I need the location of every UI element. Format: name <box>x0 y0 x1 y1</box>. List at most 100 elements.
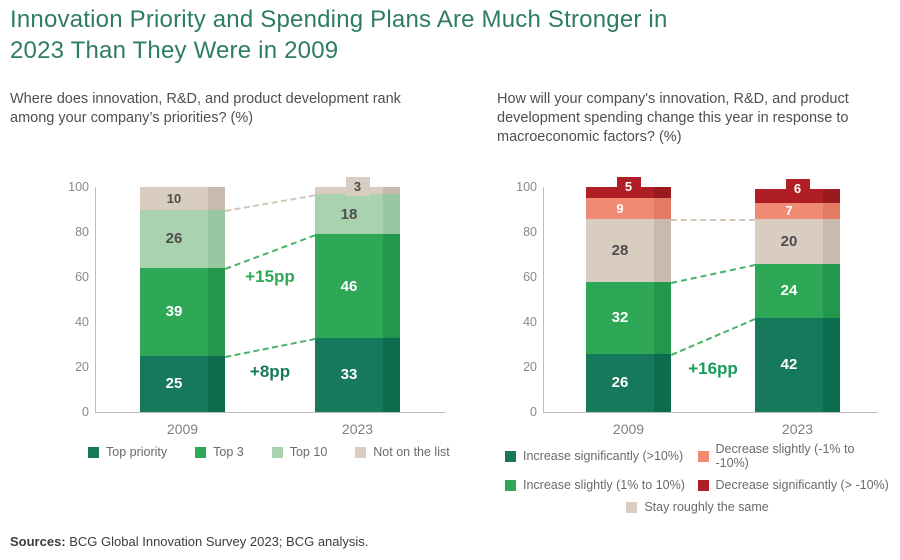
legend-item: Stay roughly the same <box>626 500 769 514</box>
bar-segment-side-shade <box>823 202 840 219</box>
segment-value-label: 9 <box>616 200 624 216</box>
segment-value-badge: 3 <box>345 177 370 196</box>
y-axis-tick: 0 <box>82 405 89 419</box>
x-axis-category-label: 2023 <box>781 421 814 437</box>
right-chart-panel: How will your company's innovation, R&D,… <box>497 90 892 514</box>
legend-label: Decrease significantly (> -10%) <box>715 478 889 492</box>
y-axis-tick: 100 <box>68 180 89 194</box>
x-axis-category-label: 2023 <box>341 421 374 437</box>
trend-connector-line <box>671 317 756 356</box>
bar-segment-side-shade <box>208 268 225 356</box>
bar-segment-side-shade <box>383 193 400 235</box>
legend-swatch-icon <box>505 479 516 491</box>
bar-segment: 18 <box>315 193 400 235</box>
bar-segment-side-shade <box>383 337 400 412</box>
bar-segment-side-shade <box>823 189 840 203</box>
bar-segment: 39 <box>140 268 225 356</box>
sources: Sources: BCG Global Innovation Survey 20… <box>10 534 368 549</box>
segment-value-label: 46 <box>340 277 358 295</box>
bar-segment: 20 <box>755 218 840 264</box>
change-annotation: +15pp <box>245 267 295 286</box>
bar-segment: 42 <box>755 317 840 412</box>
legend-label: Stay roughly the same <box>644 500 769 514</box>
segment-value-label: 18 <box>340 205 358 223</box>
legend-item: Not on the list <box>355 445 450 459</box>
change-annotation: +16pp <box>688 359 738 379</box>
legend-row: Stay roughly the same <box>505 500 890 514</box>
x-axis-line <box>543 412 878 413</box>
chart-question-line: Where does innovation, R&D, and product … <box>10 91 401 107</box>
segment-value-label: 10 <box>166 190 182 206</box>
legend-swatch-icon <box>626 501 638 513</box>
legend-swatch-icon <box>195 446 207 458</box>
y-axis-tick: 40 <box>523 315 537 329</box>
legend-swatch-icon <box>697 479 709 491</box>
trend-connector-line <box>671 218 755 221</box>
bar-segment-side-shade <box>654 218 671 282</box>
bar-segment-side-shade <box>383 187 400 194</box>
chart-question-line: How will your company's innovation, R&D,… <box>497 91 849 107</box>
bar-segment-side-shade <box>208 187 225 210</box>
bar-segment: 46 <box>315 234 400 338</box>
legend-item: Decrease slightly (-1% to -10%) <box>697 442 891 470</box>
legend-label: Decrease slightly (-1% to -10%) <box>715 442 855 470</box>
bar-segment: 26 <box>586 353 671 412</box>
chart-question-line: macroeconomic factors? (%) <box>497 129 682 145</box>
legend-swatch-icon <box>697 450 709 462</box>
segment-value-label: 42 <box>780 356 798 374</box>
y-axis-tick: 60 <box>523 270 537 284</box>
y-axis-line <box>95 187 96 413</box>
bar-segment: 10 <box>140 187 225 210</box>
page-title: Innovation Priority and Spending Plans A… <box>10 4 870 66</box>
bar-segment-side-shade <box>208 209 225 268</box>
segment-value-label: 32 <box>611 309 629 326</box>
left-chart-legend: Top priority Top 3 Top 10 Not on the list <box>88 445 450 459</box>
left-chart-panel: Where does innovation, R&D, and product … <box>10 90 480 459</box>
page-title-line: 2023 Than They Were in 2009 <box>10 37 339 64</box>
bar-segment: 7 <box>755 202 840 219</box>
legend-item: Increase slightly (1% to 10%) <box>505 478 698 492</box>
segment-value-label: 25 <box>165 375 183 393</box>
sources-text: BCG Global Innovation Survey 2023; BCG a… <box>65 534 369 549</box>
change-annotation: +8pp <box>249 361 291 381</box>
chart-question-line: development spending change this year in… <box>497 110 849 126</box>
legend-row: Increase significantly (>10%) Decrease sl… <box>505 442 890 470</box>
legend-item: Increase significantly (>10%) <box>505 442 698 470</box>
trend-connector-line <box>671 263 756 284</box>
legend-item: Top 10 <box>271 445 327 459</box>
bar-segment-side-shade <box>383 234 400 338</box>
segment-value-label: 28 <box>611 241 629 259</box>
bar-segment: 28 <box>586 218 671 282</box>
x-axis-category-label: 2009 <box>166 421 199 437</box>
y-axis-tick: 100 <box>516 180 537 194</box>
legend-label: Not on the list <box>373 445 450 459</box>
bar-segment-side-shade <box>654 187 671 199</box>
chart-question-line: among your company’s priorities? (%) <box>10 110 254 126</box>
segment-value-label: 39 <box>165 303 183 321</box>
legend-item: Top 3 <box>195 445 244 459</box>
trend-connector-line <box>225 234 316 270</box>
legend-label: Top 3 <box>213 445 244 459</box>
bar-segment: 32 <box>586 281 671 354</box>
legend-swatch-icon <box>355 446 367 458</box>
right-chart-legend: Increase significantly (>10%) Decrease sl… <box>505 442 890 522</box>
segment-value-label: 7 <box>785 203 793 219</box>
bar-segment-side-shade <box>823 218 840 264</box>
bar-segment-side-shade <box>823 317 840 412</box>
right-chart-plot: 0 20 40 60 80 100 26 32 28 9 5 2009 42 24 20 7 6 2023 +16p… <box>516 177 878 437</box>
legend-item: Top priority <box>88 445 167 459</box>
bar-segment: 9 <box>586 198 671 219</box>
y-axis-tick: 40 <box>75 315 89 329</box>
left-chart-question: Where does innovation, R&D, and product … <box>10 90 480 128</box>
legend-label: Increase slightly (1% to 10%) <box>523 478 685 492</box>
y-axis-tick: 80 <box>75 225 89 239</box>
bar-segment: 24 <box>755 263 840 318</box>
bar-segment-side-shade <box>654 353 671 412</box>
segment-value-badge: 6 <box>785 179 810 199</box>
legend-label: Increase significantly (>10%) <box>523 449 684 463</box>
segment-value-label: 20 <box>780 232 798 250</box>
y-axis-tick: 0 <box>530 405 537 419</box>
x-axis-category-label: 2009 <box>612 421 645 437</box>
legend-label: Top priority <box>106 445 168 459</box>
